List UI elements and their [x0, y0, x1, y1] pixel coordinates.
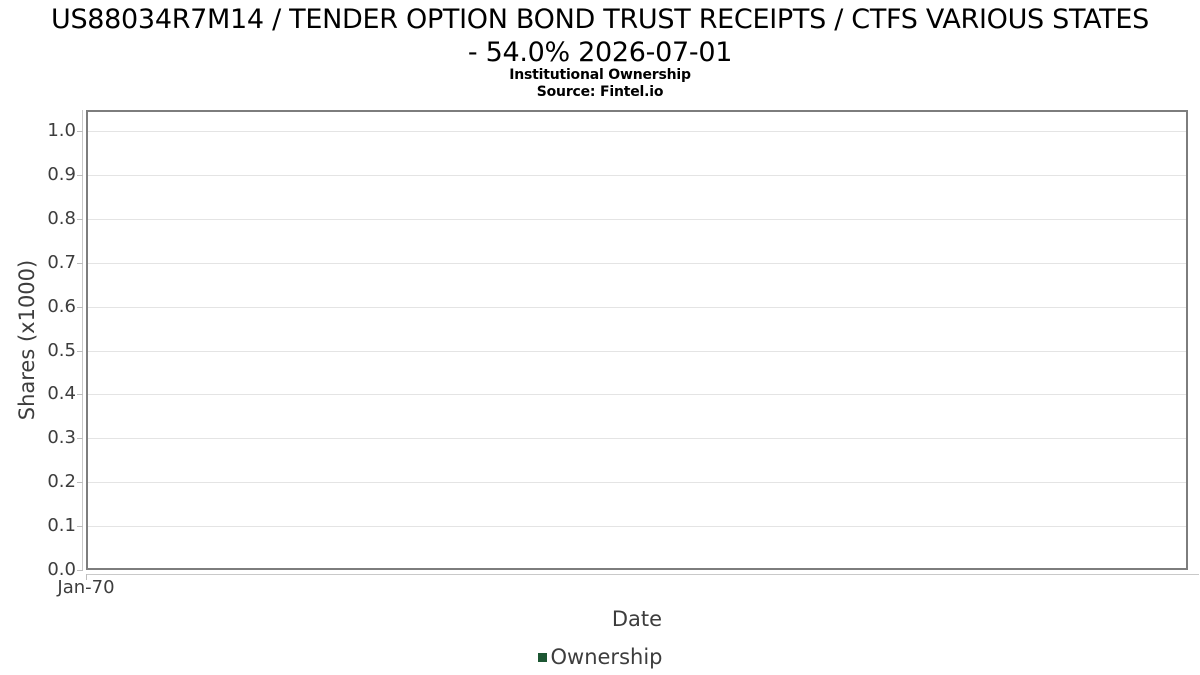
y-tick — [77, 526, 83, 527]
y-tick-label: 0.0 — [47, 559, 76, 580]
chart-title-line1: US88034R7M14 / TENDER OPTION BOND TRUST … — [51, 4, 1149, 35]
legend: Ownership — [0, 645, 1200, 669]
y-tick-label: 0.1 — [47, 515, 76, 536]
y-gridline — [88, 307, 1186, 308]
y-tick-label: 0.3 — [47, 427, 76, 448]
y-tick-label: 0.8 — [47, 208, 76, 229]
y-tick-label: 1.0 — [47, 120, 76, 141]
chart-title-line2: - 54.0% 2026-07-01 — [467, 37, 733, 68]
y-gridline — [88, 482, 1186, 483]
y-gridline — [88, 219, 1186, 220]
y-tick — [77, 438, 83, 439]
plot-area — [86, 110, 1188, 570]
y-axis-line — [82, 110, 83, 570]
x-axis-title: Date — [611, 607, 663, 631]
x-tick-label: Jan-70 — [57, 577, 115, 598]
y-gridline — [88, 351, 1186, 352]
y-tick-label: 0.2 — [47, 471, 76, 492]
y-tick-label: 0.6 — [47, 296, 76, 317]
y-gridline — [88, 263, 1186, 264]
y-tick-label: 0.4 — [47, 383, 76, 404]
x-axis-line — [86, 574, 1199, 575]
x-tick — [86, 574, 87, 580]
chart-source-note: Source: Fintel.io — [536, 84, 664, 100]
y-tick — [77, 219, 83, 220]
y-tick — [77, 131, 83, 132]
legend-swatch-ownership — [537, 652, 547, 662]
y-tick — [77, 351, 83, 352]
y-gridline — [88, 438, 1186, 439]
chart-title: US88034R7M14 / TENDER OPTION BOND TRUST … — [0, 3, 1200, 69]
y-tick — [77, 482, 83, 483]
y-gridline — [88, 131, 1186, 132]
y-tick — [77, 394, 83, 395]
y-tick-label: 0.9 — [47, 164, 76, 185]
legend-label-ownership: Ownership — [550, 645, 663, 669]
y-tick-label: 0.7 — [47, 252, 76, 273]
y-tick-label: 0.5 — [47, 340, 76, 361]
y-gridline — [88, 526, 1186, 527]
y-tick — [77, 175, 83, 176]
y-gridline — [88, 175, 1186, 176]
y-tick — [77, 263, 83, 264]
y-gridline — [88, 394, 1186, 395]
y-tick — [77, 570, 83, 571]
y-tick — [77, 307, 83, 308]
chart-subtitle: Institutional Ownership — [509, 67, 691, 83]
